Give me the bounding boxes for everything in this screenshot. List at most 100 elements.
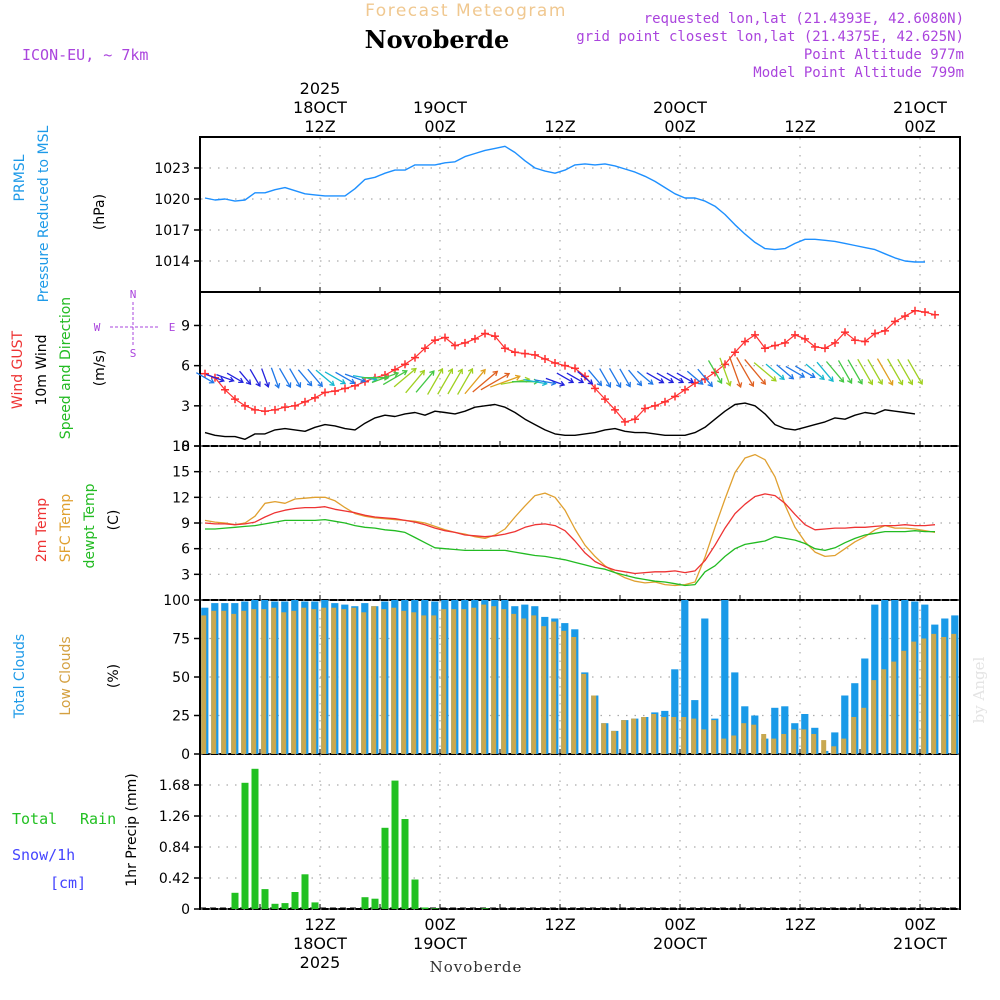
rain-bar xyxy=(411,879,419,909)
low-cloud-bar xyxy=(571,637,577,754)
low-cloud-bar xyxy=(551,621,557,754)
low-cloud-bar xyxy=(941,637,947,754)
top-time-label: 00Z xyxy=(424,117,455,136)
rain-bar xyxy=(361,897,369,909)
wind-arrow xyxy=(744,359,766,385)
panel-temp-frame xyxy=(199,445,961,601)
compass-w: W xyxy=(94,321,101,334)
label-hpa: (hPa) xyxy=(92,194,108,230)
panel-frames xyxy=(199,136,961,910)
wind-arrow-head xyxy=(402,370,408,376)
chart-marks xyxy=(196,145,960,909)
y-tick-label: 0.84 xyxy=(159,840,190,856)
wind-arrow-head xyxy=(349,378,356,384)
low-cloud-bar xyxy=(621,720,627,754)
wind-arrow xyxy=(261,368,269,388)
wind-arrow xyxy=(545,377,565,386)
low-cloud-bar xyxy=(231,613,237,754)
wind-arrow xyxy=(480,372,510,391)
wind-arrow xyxy=(239,370,251,385)
low-cloud-bar xyxy=(261,609,267,754)
wind-arrow-head xyxy=(697,379,704,385)
low-cloud-bar xyxy=(561,630,567,754)
rain-bar xyxy=(401,819,409,909)
wind-arrow xyxy=(646,372,664,384)
low-cloud-bar xyxy=(491,606,497,754)
wind-arrow-head xyxy=(838,377,845,383)
label-cm: [cm] xyxy=(50,874,86,892)
y-tick-label: 1.26 xyxy=(159,809,190,825)
y-tick-label: 25 xyxy=(172,709,190,725)
wind-arrow-head xyxy=(360,377,367,383)
low-cloud-bar xyxy=(591,695,597,754)
wind-arrow xyxy=(666,372,684,383)
label-total-clouds: Total Clouds xyxy=(12,634,28,719)
wind-arrow xyxy=(464,369,486,395)
wind-arrow xyxy=(728,356,742,388)
low-cloud-bar xyxy=(741,723,747,754)
y-tick-label: 0 xyxy=(181,747,190,763)
label-precip: 1hr Precip (mm) xyxy=(124,773,140,886)
wind-arrow-head xyxy=(748,381,755,388)
low-cloud-bar xyxy=(631,718,637,754)
wind-arrow xyxy=(588,369,602,386)
total-cloud-bar xyxy=(861,658,869,754)
point-altitude: Point Altitude 977m xyxy=(804,47,964,63)
wind-arrow xyxy=(753,362,777,382)
wind-arrow-head xyxy=(779,374,785,381)
compass-e: E xyxy=(169,321,176,334)
top-time-label: 12Z xyxy=(304,117,335,136)
low-cloud-bar xyxy=(701,729,707,754)
wind-arrow xyxy=(457,368,473,395)
wind-arrow xyxy=(335,371,355,384)
bottom-time-label: 2025 xyxy=(300,953,341,972)
bottom-time-label: 21OCT xyxy=(893,934,947,953)
low-cloud-bar xyxy=(921,638,927,754)
wind-arrow-head xyxy=(219,376,225,383)
low-cloud-bar xyxy=(531,615,537,754)
low-cloud-bar xyxy=(361,612,367,754)
low-cloud-bar xyxy=(731,735,737,754)
total-cloud-bar xyxy=(681,600,689,754)
wind-arrow xyxy=(897,358,913,385)
low-cloud-bar xyxy=(451,609,457,754)
low-cloud-bar xyxy=(691,718,697,754)
gust-line xyxy=(204,310,936,423)
wind-arrow xyxy=(427,368,443,395)
wind-arrow-head xyxy=(907,379,914,386)
compass-n: N xyxy=(130,288,137,301)
wind-arrow-head xyxy=(504,372,511,379)
wind-arrow xyxy=(805,363,825,380)
wind-arrow-head xyxy=(707,381,713,388)
label-low-clouds: Low Clouds xyxy=(58,636,74,715)
low-cloud-bar xyxy=(251,609,257,754)
requested-coords: requested lon,lat (21.4393E, 42.6080N) xyxy=(644,11,964,27)
label-ms: (m/s) xyxy=(92,350,108,387)
rain-bar xyxy=(251,768,259,909)
wind-arrow xyxy=(707,360,723,384)
low-cloud-bar xyxy=(831,746,837,754)
bottom-time-label: 20OCT xyxy=(653,934,707,953)
wind-arrow-head xyxy=(437,367,444,374)
wind-arrow xyxy=(415,370,435,393)
top-time-label: 18OCT xyxy=(293,98,347,117)
wind-arrow xyxy=(577,370,593,385)
wind-arrow-head xyxy=(716,378,723,385)
rain-bar xyxy=(371,898,379,909)
wind-arrow-head xyxy=(647,379,654,385)
wind-arrow-head xyxy=(819,374,825,381)
low-cloud-bar xyxy=(881,669,887,754)
grid-lines xyxy=(201,138,959,910)
wind-arrow-head xyxy=(625,381,631,388)
y-tick-label: 12 xyxy=(172,490,190,506)
low-cloud-bar xyxy=(291,610,297,754)
y-tick-label: 6 xyxy=(181,542,190,558)
wind-arrow xyxy=(776,364,794,380)
total-cloud-bar xyxy=(671,669,679,754)
wind-arrow-head xyxy=(668,377,675,384)
rain-bar xyxy=(261,889,269,909)
wind-arrow-head xyxy=(760,379,767,385)
panel-pressure-frame xyxy=(199,136,961,293)
wind-arrow-head xyxy=(329,380,335,387)
